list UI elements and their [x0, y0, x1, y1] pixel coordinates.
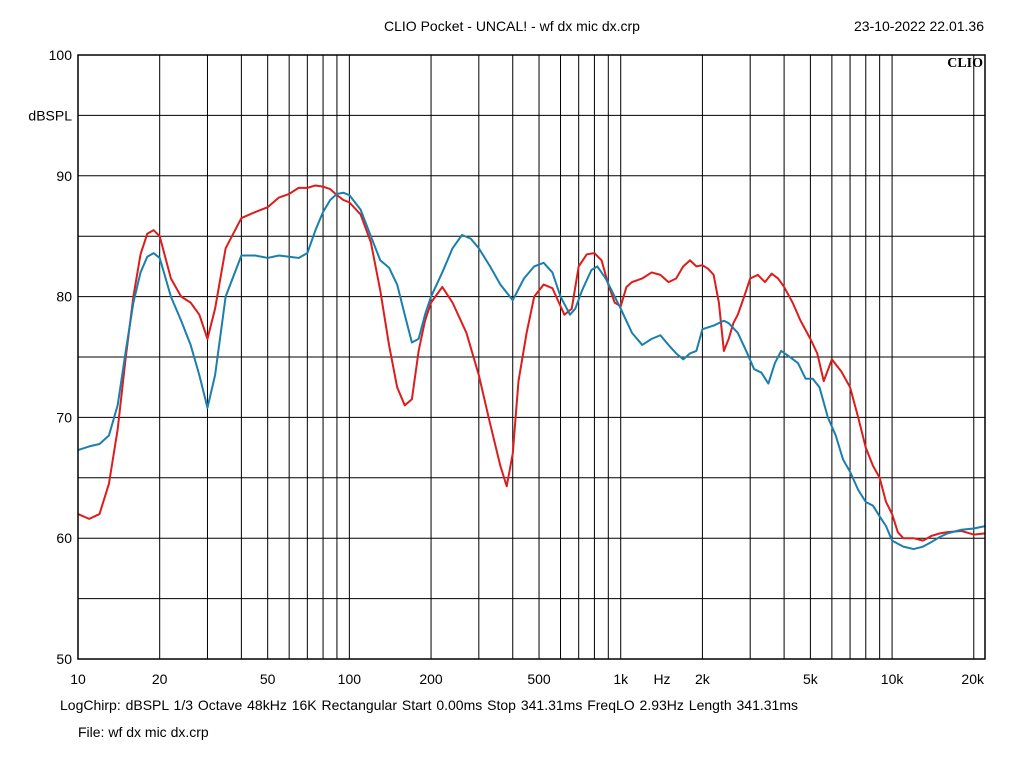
y-tick-label-80: 80 — [56, 289, 72, 305]
measurement-settings: LogChirp: dBSPL 1/3 Octave 48kHz 16K Rec… — [60, 697, 799, 713]
x-tick-label-50: 50 — [260, 671, 276, 687]
y-tick-label-70: 70 — [56, 409, 72, 425]
y-tick-label-90: 90 — [56, 168, 72, 184]
x-tick-label-500: 500 — [527, 671, 551, 687]
y-tick-label-50: 50 — [56, 651, 72, 667]
plot-frame — [77, 54, 986, 660]
x-tick-label-100: 100 — [338, 671, 362, 687]
frequency-response-chart: CLIO 10 20 50 100 200 500 1k 2k 5k 10k 20k Hz 50 60 70… — [28, 47, 986, 687]
timestamp: 23-10-2022 22.01.36 — [854, 18, 984, 34]
x-tick-label-20k: 20k — [961, 671, 985, 687]
y-axis-label: dBSPL — [28, 107, 72, 123]
x-tick-label-200: 200 — [419, 671, 443, 687]
x-tick-label-20: 20 — [152, 671, 168, 687]
file-name: File: wf dx mic dx.crp — [78, 724, 209, 740]
x-tick-label-2k: 2k — [695, 671, 711, 687]
x-tick-label-10: 10 — [70, 671, 86, 687]
red-response-trace — [77, 184, 986, 542]
x-axis-label: Hz — [653, 671, 670, 687]
y-tick-label-100: 100 — [49, 47, 73, 63]
clio-brand-logo: CLIO — [947, 56, 983, 71]
x-tick-label-10k: 10k — [881, 671, 905, 687]
page-title: CLIO Pocket - UNCAL! - wf dx mic dx.crp — [384, 18, 640, 34]
x-tick-label-1k: 1k — [613, 671, 629, 687]
y-tick-label-60: 60 — [56, 530, 72, 546]
blue-response-trace — [77, 191, 986, 551]
x-tick-label-5k: 5k — [803, 671, 819, 687]
